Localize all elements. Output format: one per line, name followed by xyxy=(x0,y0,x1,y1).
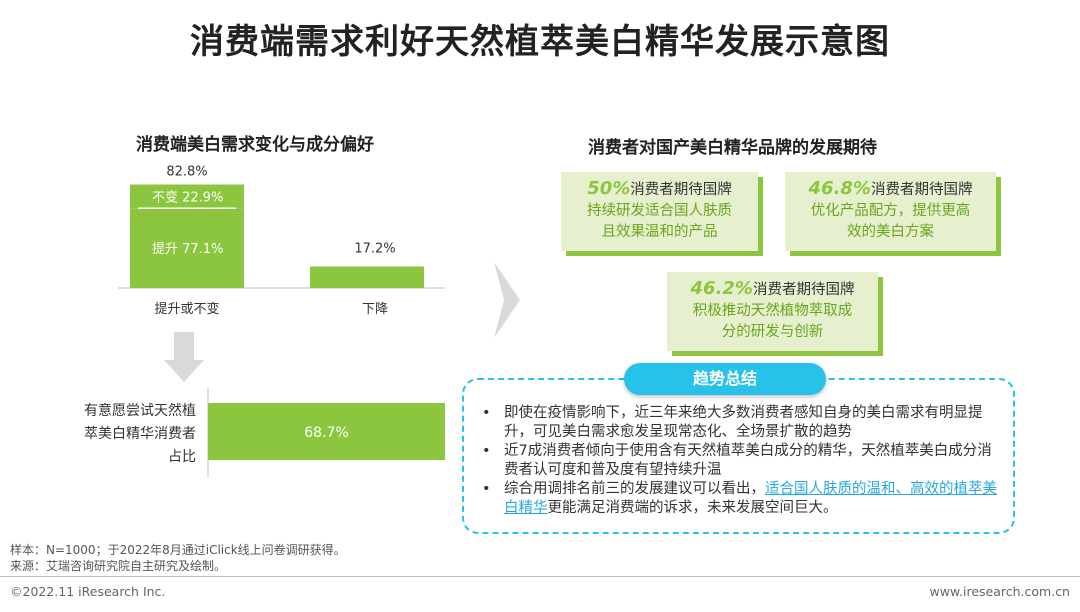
bullet-icon: • xyxy=(482,443,491,459)
expectation-card-3: 46.2%消费者期待国牌 积极推动天然植物萃取成 分的研发与创新 xyxy=(667,272,878,351)
bullet-icon: • xyxy=(482,481,491,497)
card-1-head: 消费者期待国牌 xyxy=(630,182,732,198)
bullet-icon: • xyxy=(482,405,491,421)
trend-item-3-highlight[interactable]: 适合国人肤质的温和、高效的植萃美白精华 xyxy=(504,481,997,516)
expectation-card-2: 46.8%消费者期待国牌 优化产品配方，提供更高 效的美白方案 xyxy=(785,172,996,251)
trend-item-3: • 综合用调排名前三的发展建议可以看出，适合国人肤质的温和、高效的植萃美白精华更… xyxy=(474,480,1004,518)
card-3-percent: 46.2% xyxy=(690,278,753,299)
bar-value-label: 68.7% xyxy=(304,425,348,441)
bar-decline xyxy=(310,266,424,288)
card-2-line2: 效的美白方案 xyxy=(847,224,934,240)
card-3-head: 消费者期待国牌 xyxy=(752,282,855,298)
trend-item-2: • 近7成消费者倾向于使用含有天然植萃美白成分的精华，天然植萃美白成分消费者认可… xyxy=(474,442,1004,480)
left-chart-title: 消费端美白需求变化与成分偏好 xyxy=(136,135,374,155)
source-note: 来源：艾瑞咨询研究院自主研究及绘制。 xyxy=(10,559,227,573)
flow-arrow-right xyxy=(494,262,520,338)
card-2-percent: 46.8% xyxy=(808,178,871,199)
category-label: 下降 xyxy=(362,302,388,317)
segment-label-rise: 提升 77.1% xyxy=(152,241,223,257)
card-2-head: 消费者期待国牌 xyxy=(870,182,973,198)
card-3-line1: 积极推动天然植物萃取成 xyxy=(692,303,853,319)
category-label-line: 萃美白精华消费者 xyxy=(84,426,196,442)
card-1-line2: 且效果温和的产品 xyxy=(601,224,718,240)
category-label: 提升或不变 xyxy=(154,301,219,317)
card-1-line1: 持续研发适合国人肤质 xyxy=(587,203,732,219)
trend-item-1-text: 即使在疫情影响下，近三年来绝大多数消费者感知自身的美白需求有明显提升，可见美白需… xyxy=(504,405,983,440)
bar-value-label: 17.2% xyxy=(354,242,395,257)
category-label-line: 有意愿尝试天然植 xyxy=(84,402,196,419)
trend-item-3-pre: 综合用调排名前三的发展建议可以看出， xyxy=(504,481,765,497)
footer-copyright: ©2022.11 iResearch Inc. xyxy=(10,584,166,599)
card-2-line1: 优化产品配方，提供更高 xyxy=(810,203,971,219)
sample-note: 样本：N=1000；于2022年8月通过iClick线上问卷调研获得。 xyxy=(10,543,346,557)
flow-arrow-down xyxy=(164,332,204,382)
trend-list: • 即使在疫情影响下，近三年来绝大多数消费者感知自身的美白需求有明显提升，可见美… xyxy=(474,404,1004,518)
page-title: 消费端需求利好天然植萃美白精华发展示意图 xyxy=(190,22,890,62)
footer-divider xyxy=(0,576,1080,577)
bar-segment-rise xyxy=(130,208,244,288)
category-label-line: 占比 xyxy=(168,449,196,465)
card-3-line2: 分的研发与创新 xyxy=(721,324,824,340)
trend-summary-label: 趋势总结 xyxy=(624,363,826,395)
trend-item-3-post: 更能满足消费端的诉求，未来发展空间巨大。 xyxy=(547,500,838,516)
bar-segment-unchanged xyxy=(130,184,244,209)
trend-item-1: • 即使在疫情影响下，近三年来绝大多数消费者感知自身的美白需求有明显提升，可见美… xyxy=(474,404,1004,442)
right-section-title: 消费者对国产美白精华品牌的发展期待 xyxy=(588,138,877,158)
trend-item-2-text: 近7成消费者倾向于使用含有天然植萃美白成分的精华，天然植萃美白成分消费者认可度和… xyxy=(504,443,992,478)
card-1-percent: 50% xyxy=(587,178,631,199)
segment-label-unchanged: 不变 22.9% xyxy=(152,189,223,205)
bar-value-label: 82.8% xyxy=(166,165,207,180)
footer-url: www.iresearch.com.cn xyxy=(929,584,1071,599)
bar-willingness xyxy=(208,403,445,460)
expectation-card-1: 50%消费者期待国牌 持续研发适合国人肤质 且效果温和的产品 xyxy=(561,172,758,251)
